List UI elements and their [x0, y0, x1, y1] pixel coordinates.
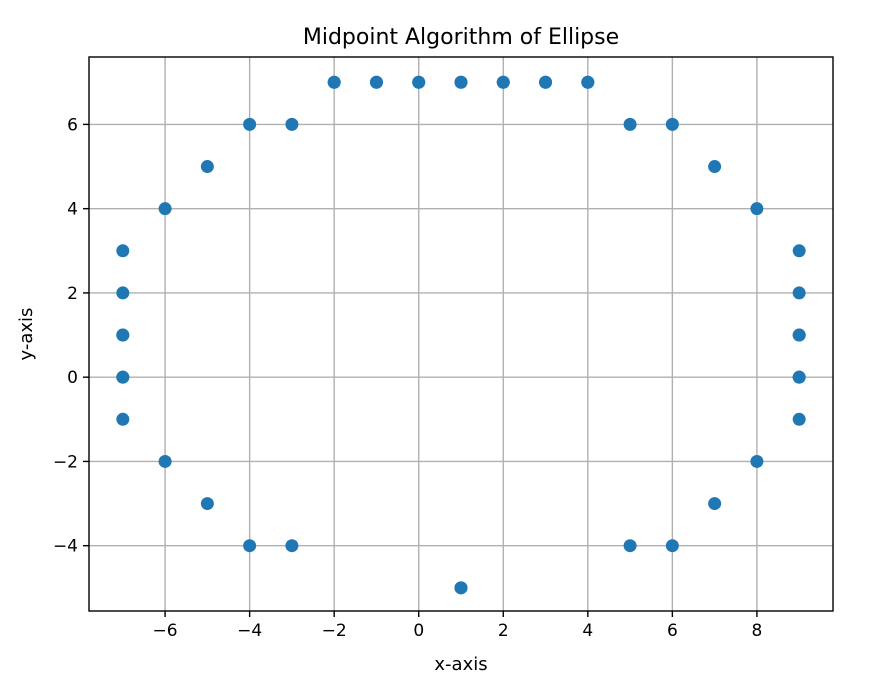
- scatter-point: [116, 370, 130, 384]
- scatter-point: [327, 75, 341, 89]
- scatter-point: [623, 539, 637, 553]
- y-axis-label: y-axis: [16, 308, 37, 361]
- scatter-point: [792, 328, 806, 342]
- scatter-point: [623, 117, 637, 131]
- scatter-point: [158, 454, 172, 468]
- scatter-point: [116, 286, 130, 300]
- grid-lines: [89, 57, 833, 611]
- scatter-point: [285, 539, 299, 553]
- scatter-point: [708, 160, 722, 174]
- scatter-point: [200, 160, 214, 174]
- scatter-point: [792, 244, 806, 258]
- scatter-point: [369, 75, 383, 89]
- scatter-point: [665, 539, 679, 553]
- x-tick-label: 0: [413, 621, 424, 641]
- scatter-points: [116, 75, 806, 595]
- x-tick-label: 4: [582, 621, 593, 641]
- scatter-point: [708, 497, 722, 511]
- scatter-point: [750, 202, 764, 216]
- y-tick-label: 2: [67, 284, 78, 304]
- scatter-point: [581, 75, 595, 89]
- scatter-point: [243, 539, 257, 553]
- scatter-point: [116, 328, 130, 342]
- plot-frame: [88, 56, 834, 612]
- scatter-point: [200, 497, 214, 511]
- scatter-point: [665, 117, 679, 131]
- x-tick-label: −6: [153, 621, 178, 641]
- scatter-point: [792, 370, 806, 384]
- scatter-point: [285, 117, 299, 131]
- y-tick-label: −2: [53, 452, 78, 472]
- scatter-point: [454, 581, 468, 595]
- x-tick-label: 6: [667, 621, 678, 641]
- scatter-point: [116, 244, 130, 258]
- scatter-point: [792, 412, 806, 426]
- y-tick-label: −4: [53, 537, 78, 557]
- scatter-point: [412, 75, 426, 89]
- y-tick-label: 4: [67, 200, 78, 220]
- x-axis-label: x-axis: [434, 654, 487, 675]
- scatter-point: [792, 286, 806, 300]
- scatter-point: [454, 75, 468, 89]
- x-tick-label: −4: [237, 621, 262, 641]
- x-tick-label: 8: [751, 621, 762, 641]
- y-tick-label: 0: [67, 368, 78, 388]
- axis-ticks: −6 −4 −2 0 2 4 6 8 −4 −2 0 2 4 6: [53, 115, 762, 641]
- scatter-point: [750, 454, 764, 468]
- x-tick-label: −2: [322, 621, 347, 641]
- chart-title: Midpoint Algorithm of Ellipse: [303, 25, 619, 50]
- scatter-point: [243, 117, 257, 131]
- scatter-point: [116, 412, 130, 426]
- y-tick-label: 6: [67, 115, 78, 135]
- scatter-point: [539, 75, 553, 89]
- x-tick-label: 2: [498, 621, 509, 641]
- scatter-point: [496, 75, 510, 89]
- scatter-point: [158, 202, 172, 216]
